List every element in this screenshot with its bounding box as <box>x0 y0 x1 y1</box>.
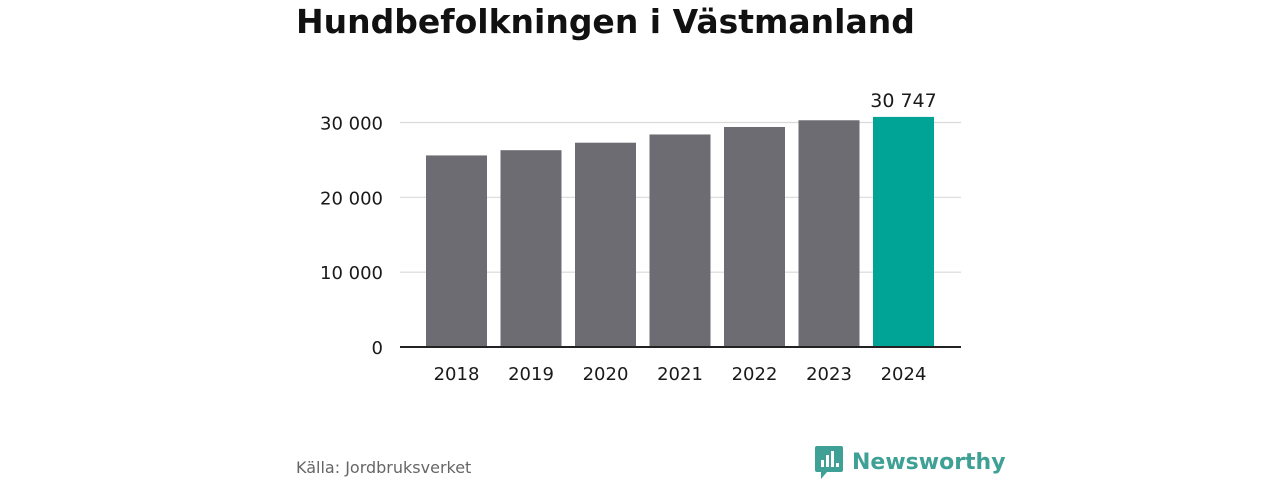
brand-name: Newsworthy <box>852 450 1006 475</box>
bar <box>798 120 860 347</box>
x-tick-label: 2024 <box>881 364 927 385</box>
x-tick-label: 2019 <box>508 364 554 385</box>
bar <box>426 155 487 347</box>
x-tick-label: 2021 <box>657 364 703 385</box>
x-tick-label: 2022 <box>732 364 778 385</box>
y-tick-label: 0 <box>372 338 383 359</box>
bar <box>575 142 636 347</box>
bar-chart: 0 10 000 20 000 30 000 2018 2019 2020 2021 2022 2… <box>320 90 961 385</box>
y-tick-label: 10 000 <box>320 263 383 284</box>
x-tick-label: 2020 <box>583 364 629 385</box>
bar <box>873 116 934 348</box>
bar <box>649 134 711 347</box>
value-label: 30 747 <box>870 90 936 112</box>
x-tick-label: 2018 <box>434 364 480 385</box>
x-tick-label: 2023 <box>806 364 852 385</box>
y-tick-label: 20 000 <box>320 188 383 209</box>
bar <box>724 126 785 348</box>
brand-logo[interactable]: Newsworthy <box>815 446 1006 479</box>
y-tick-label: 30 000 <box>320 114 383 135</box>
source-text: Källa: Jordbruksverket <box>296 458 472 477</box>
newsworthy-logo-icon <box>815 446 843 479</box>
chart-title: Hundbefolkningen i Västmanland <box>296 2 915 41</box>
bar <box>500 150 562 347</box>
